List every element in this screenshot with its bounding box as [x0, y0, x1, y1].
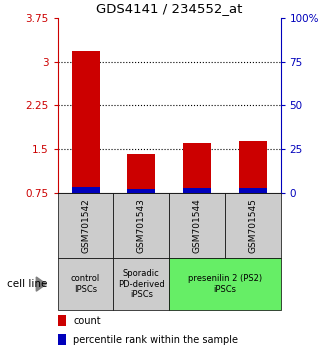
- Bar: [127, 154, 155, 193]
- Text: count: count: [73, 316, 101, 326]
- Bar: [183, 188, 211, 193]
- Bar: [58, 258, 114, 310]
- Bar: [72, 187, 100, 193]
- Title: GDS4141 / 234552_at: GDS4141 / 234552_at: [96, 2, 242, 15]
- Bar: [169, 193, 225, 258]
- Bar: [183, 143, 211, 193]
- Bar: [58, 315, 66, 326]
- Bar: [114, 193, 169, 258]
- Text: cell line: cell line: [7, 279, 47, 289]
- Bar: [127, 189, 155, 193]
- Text: GSM701542: GSM701542: [81, 198, 90, 253]
- Bar: [58, 193, 114, 258]
- Text: GSM701543: GSM701543: [137, 198, 146, 253]
- Text: control
IPSCs: control IPSCs: [71, 274, 100, 294]
- Bar: [72, 51, 100, 193]
- Text: GSM701544: GSM701544: [192, 198, 202, 253]
- Text: Sporadic
PD-derived
iPSCs: Sporadic PD-derived iPSCs: [118, 269, 165, 299]
- Text: presenilin 2 (PS2)
iPSCs: presenilin 2 (PS2) iPSCs: [188, 274, 262, 294]
- Bar: [239, 141, 267, 193]
- Bar: [239, 188, 267, 193]
- Bar: [169, 258, 280, 310]
- Bar: [225, 193, 280, 258]
- Text: GSM701545: GSM701545: [248, 198, 257, 253]
- Polygon shape: [36, 277, 46, 291]
- Bar: [58, 334, 66, 345]
- Bar: [114, 258, 169, 310]
- Text: percentile rank within the sample: percentile rank within the sample: [73, 335, 238, 344]
